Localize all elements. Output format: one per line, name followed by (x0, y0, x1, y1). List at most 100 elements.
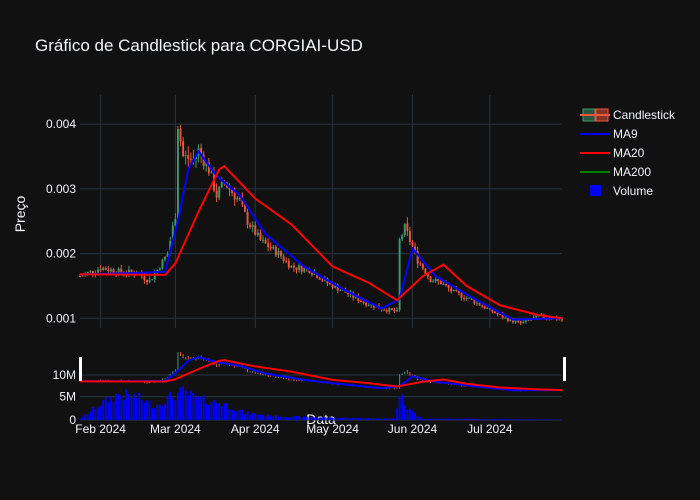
volume-bar (117, 394, 120, 420)
candle-body (445, 283, 447, 286)
candle-body (262, 239, 264, 241)
candle-body (246, 211, 249, 225)
legend-item-ma20[interactable]: MA20 (580, 146, 645, 160)
volume-bar (102, 399, 105, 420)
volume-bar (421, 418, 424, 420)
x-tick-label: Jul 2024 (467, 422, 513, 436)
volume-bar (465, 419, 468, 420)
candle-body (481, 305, 484, 307)
volume-bar (530, 419, 533, 420)
candle-body (166, 253, 169, 257)
candle-body (287, 260, 290, 268)
candle-body (478, 302, 481, 306)
volume-bar (161, 405, 164, 420)
volume-bar (455, 419, 458, 420)
candle-body (316, 273, 319, 279)
candle-body (406, 223, 409, 232)
volume-bar (223, 403, 226, 420)
volume-bar (81, 416, 84, 420)
volume-bar (94, 409, 97, 420)
candle-body (164, 256, 167, 260)
candle-body (347, 292, 350, 295)
legend-item-ma200[interactable]: MA200 (580, 165, 651, 179)
candle-body (280, 251, 283, 257)
candle-body (104, 268, 107, 270)
range-slider-handles[interactable] (79, 357, 566, 381)
candle-body (388, 308, 391, 312)
candle-body (102, 268, 105, 271)
range-slider-right-handle[interactable] (563, 357, 566, 381)
volume-bar (298, 416, 301, 420)
candle-body (318, 278, 321, 280)
candle-body (519, 321, 522, 324)
volume-bar (483, 419, 486, 420)
candle-body (370, 304, 373, 306)
volume-bar (496, 418, 499, 420)
candle-body (385, 310, 388, 312)
volume-bar (197, 396, 200, 420)
volume-bar (365, 418, 368, 420)
volume-bar (254, 413, 257, 420)
volume-bar (311, 417, 313, 420)
volume-bar (120, 395, 123, 420)
candle-body (334, 285, 337, 288)
legend-item-ma9[interactable]: MA9 (580, 127, 638, 141)
volume-bars (79, 386, 563, 420)
volume-bar (267, 414, 270, 420)
volume-bar (277, 417, 280, 420)
candle-body (128, 269, 130, 274)
volume-bar (398, 396, 401, 420)
candle-body (308, 268, 311, 274)
candle-body (184, 155, 187, 157)
y-tick-label: 0.004 (46, 117, 76, 131)
candle-body (218, 187, 221, 198)
x-tick-label: Jun 2024 (388, 422, 438, 436)
volume-bar (218, 403, 221, 420)
volume-bar (411, 410, 414, 420)
candle-body (354, 296, 357, 298)
range-slider-left-handle[interactable] (79, 357, 82, 381)
candle-body (97, 269, 100, 273)
candle-body (494, 311, 496, 314)
volume-bar (457, 418, 460, 420)
candle-body (331, 283, 334, 288)
volume-bar (205, 403, 208, 420)
legend-candle-icon (594, 108, 609, 122)
candle-body (450, 288, 453, 292)
volume-bar (233, 411, 236, 420)
volume-bar (321, 417, 324, 420)
candle-body (463, 297, 466, 299)
volume-bar (468, 418, 471, 420)
candle-body (143, 276, 146, 281)
volume-bar (416, 416, 419, 420)
volume-bar (184, 390, 187, 420)
legend-item-candlestick[interactable]: Candlestick (580, 108, 676, 122)
legend-item-volume[interactable]: Volume (590, 184, 653, 198)
candle-body (243, 204, 246, 212)
volume-bar (442, 418, 445, 420)
volume-bar (318, 417, 321, 420)
volume-bar (452, 418, 455, 420)
candle-body (535, 315, 538, 318)
volume-bar (122, 399, 125, 420)
volume-bar (491, 419, 494, 420)
volume-bar (429, 418, 432, 420)
legend[interactable]: Candlestick MA9 MA20 MA200 Volume (580, 108, 676, 198)
volume-bar (434, 418, 437, 420)
volume-bar (504, 419, 507, 420)
candle-body (205, 162, 208, 166)
candle-body (107, 269, 110, 272)
volume-bar (210, 402, 213, 420)
volume-bar (207, 405, 210, 420)
volume-bar (558, 419, 561, 420)
x-axis-title: Data (306, 411, 336, 427)
candle-body (365, 302, 368, 306)
candle-body (274, 246, 277, 256)
candle-body (158, 268, 161, 270)
candle-body (514, 320, 517, 323)
volume-bar (99, 405, 102, 420)
candle-body (254, 225, 257, 235)
volume-bar (115, 393, 118, 420)
volume-bar (187, 395, 190, 420)
